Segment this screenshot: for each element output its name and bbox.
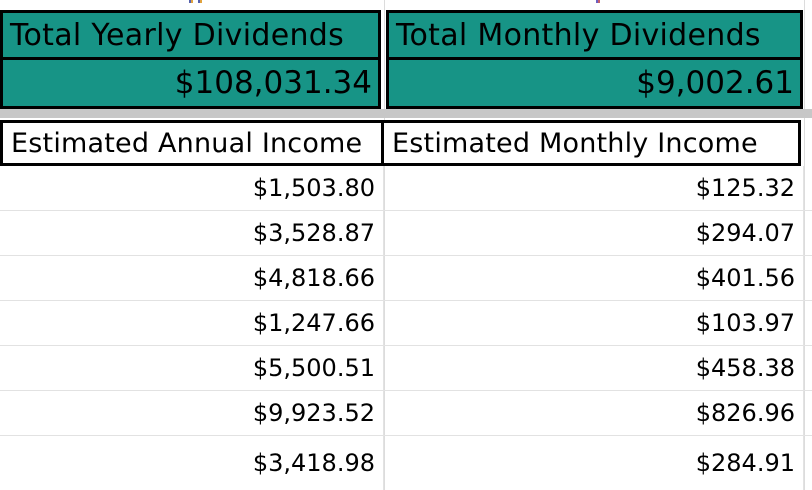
income-table-body: $1,503.80 $125.32 $3,528.87 $294.07 $4,818.6… bbox=[0, 166, 812, 490]
table-row: $3,528.87 $294.07 bbox=[0, 211, 812, 256]
column-gridline bbox=[384, 0, 385, 490]
estimated-annual-income-header: Estimated Annual Income bbox=[11, 127, 363, 159]
cell-annual-income[interactable]: $9,923.52 bbox=[0, 391, 384, 435]
cell-annual-income[interactable]: $5,500.51 bbox=[0, 346, 384, 390]
table-row: $4,818.66 $401.56 bbox=[0, 256, 812, 301]
clipped-text-artifact bbox=[596, 0, 600, 3]
total-yearly-dividends-label-cell[interactable]: Total Yearly Dividends bbox=[0, 10, 381, 60]
cell-monthly-income[interactable]: $284.91 bbox=[384, 436, 804, 490]
clipped-text-artifact bbox=[189, 0, 193, 3]
cell-monthly-income[interactable]: $294.07 bbox=[384, 211, 804, 255]
clipped-text-artifact bbox=[198, 0, 202, 3]
estimated-monthly-income-header: Estimated Monthly Income bbox=[392, 127, 758, 159]
cell-monthly-income[interactable]: $826.96 bbox=[384, 391, 804, 435]
table-row: $3,418.98 $284.91 bbox=[0, 436, 812, 490]
total-yearly-dividends-value-cell[interactable]: $108,031.34 bbox=[0, 57, 381, 109]
cell-monthly-income[interactable]: $458.38 bbox=[384, 346, 804, 390]
estimated-monthly-income-header-cell[interactable]: Estimated Monthly Income bbox=[381, 120, 801, 166]
table-row: $1,503.80 $125.32 bbox=[0, 166, 812, 211]
total-yearly-dividends-value: $108,031.34 bbox=[174, 65, 372, 101]
cell-annual-income[interactable]: $1,503.80 bbox=[0, 166, 384, 210]
cell-annual-income[interactable]: $4,818.66 bbox=[0, 256, 384, 300]
total-monthly-dividends-value: $9,002.61 bbox=[636, 65, 794, 101]
cell-annual-income[interactable]: $3,418.98 bbox=[0, 436, 384, 490]
table-row: $5,500.51 $458.38 bbox=[0, 346, 812, 391]
total-yearly-dividends-label: Total Yearly Dividends bbox=[10, 17, 345, 53]
table-row: $1,247.66 $103.97 bbox=[0, 301, 812, 346]
table-row: $9,923.52 $826.96 bbox=[0, 391, 812, 436]
frozen-row-divider bbox=[0, 109, 812, 118]
cell-monthly-income[interactable]: $125.32 bbox=[384, 166, 804, 210]
total-monthly-dividends-label-cell[interactable]: Total Monthly Dividends bbox=[386, 10, 803, 60]
cell-monthly-income[interactable]: $401.56 bbox=[384, 256, 804, 300]
total-monthly-dividends-value-cell[interactable]: $9,002.61 bbox=[386, 57, 803, 109]
cell-annual-income[interactable]: $3,528.87 bbox=[0, 211, 384, 255]
cell-annual-income[interactable]: $1,247.66 bbox=[0, 301, 384, 345]
total-monthly-dividends-label: Total Monthly Dividends bbox=[396, 17, 761, 53]
cell-monthly-income[interactable]: $103.97 bbox=[384, 301, 804, 345]
column-gridline bbox=[804, 0, 805, 490]
estimated-annual-income-header-cell[interactable]: Estimated Annual Income bbox=[0, 120, 384, 166]
